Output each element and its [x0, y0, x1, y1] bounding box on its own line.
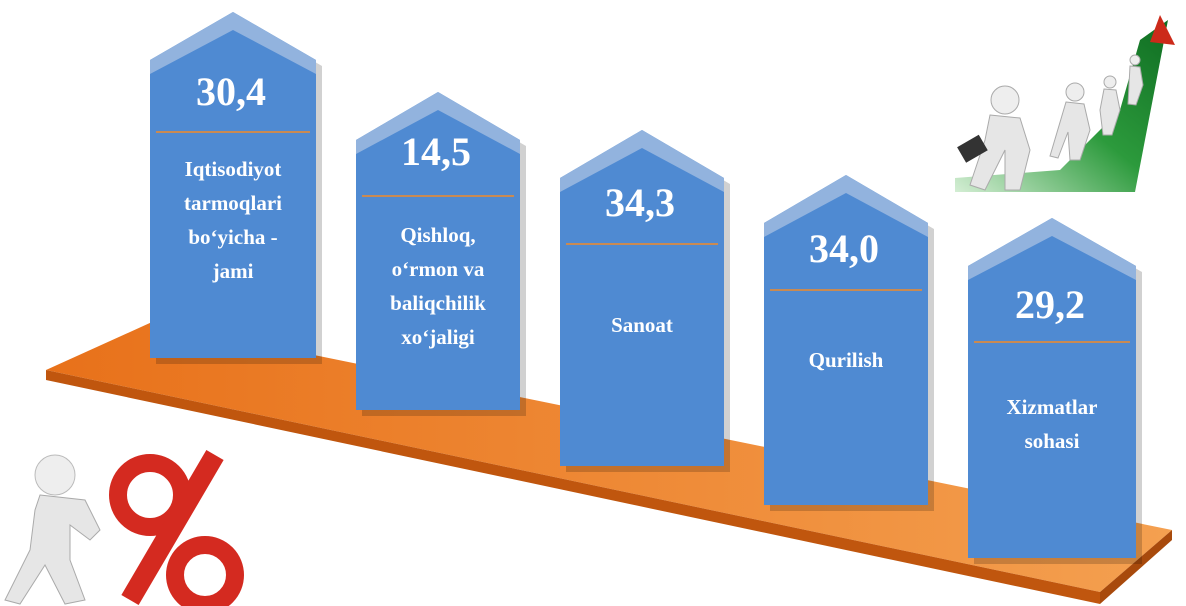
value: 34,3	[605, 180, 675, 225]
house-roof	[560, 130, 724, 192]
label: Iqtisodiyot	[185, 157, 282, 181]
house-body	[560, 130, 724, 466]
house-roof	[150, 12, 316, 74]
house-body	[150, 12, 316, 358]
label: jami	[212, 259, 254, 283]
house-body	[356, 92, 520, 410]
label: bo‘yicha -	[188, 225, 277, 249]
label: Sanoat	[611, 313, 673, 337]
label: o‘rmon va	[392, 257, 485, 281]
house-body	[764, 175, 928, 505]
growth-icon	[955, 15, 1175, 192]
label: Qurilish	[809, 348, 884, 372]
label: Qishloq,	[400, 223, 475, 247]
value: 29,2	[1015, 282, 1085, 327]
value: 14,5	[401, 129, 471, 174]
floor-side	[1100, 530, 1172, 604]
value: 30,4	[196, 69, 266, 114]
floor-edge	[46, 370, 1100, 604]
house-body	[968, 218, 1136, 558]
value: 34,0	[809, 226, 879, 271]
house-roof	[968, 218, 1136, 280]
house-roof	[356, 92, 520, 154]
percent-icon	[4, 449, 244, 606]
label: baliqchilik	[390, 291, 486, 315]
house-roof	[764, 175, 928, 237]
label: sohasi	[1025, 429, 1080, 453]
label: xo‘jaligi	[401, 325, 475, 349]
label: tarmoqlari	[184, 191, 282, 215]
label: Xizmatlar	[1007, 395, 1098, 419]
